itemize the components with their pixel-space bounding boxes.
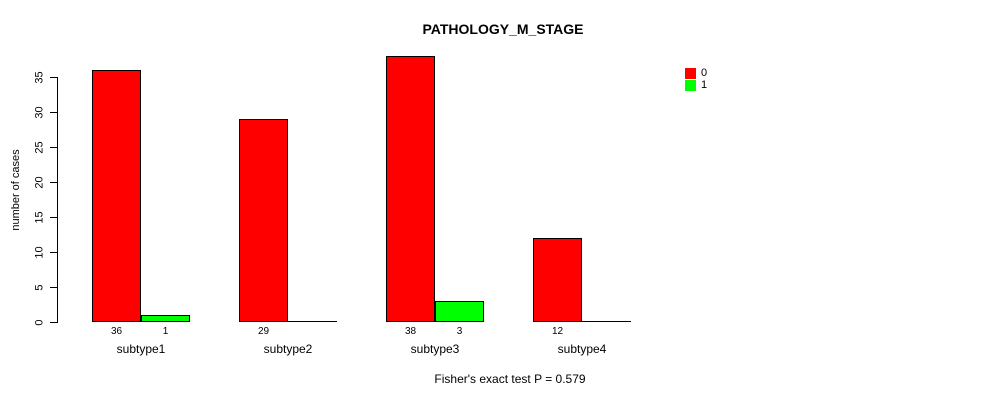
- y-tick-mark: [50, 252, 57, 253]
- x-category-label-subtype1: subtype1: [116, 342, 166, 356]
- y-tick-mark: [50, 147, 57, 148]
- chart-title: PATHOLOGY_M_STAGE: [422, 21, 584, 37]
- count-label-subtype4-0: 12: [551, 326, 564, 337]
- legend-swatch-1: [685, 79, 696, 91]
- count-label-subtype1-1: 1: [162, 326, 169, 337]
- y-axis-line: [57, 77, 58, 323]
- count-label-subtype3-0: 38: [404, 326, 417, 337]
- bar-subtype4-1-zero: [582, 321, 631, 322]
- count-label-subtype2-0: 29: [257, 326, 270, 337]
- y-tick-label: 5: [33, 284, 46, 291]
- x-category-label-subtype2: subtype2: [263, 342, 313, 356]
- bar-subtype3-1: [435, 301, 484, 322]
- y-tick-mark: [50, 217, 57, 218]
- y-tick-label: 10: [33, 246, 46, 259]
- count-label-subtype3-1: 3: [456, 326, 463, 337]
- legend-label-0: 0: [701, 66, 708, 79]
- legend-label-1: 1: [701, 78, 708, 91]
- bar-subtype4-0: [533, 238, 582, 322]
- y-tick-mark: [50, 322, 57, 323]
- y-tick-mark: [50, 287, 57, 288]
- y-tick-mark: [50, 112, 57, 113]
- y-tick-label: 0: [33, 319, 46, 326]
- bar-subtype3-0: [386, 56, 435, 322]
- bar-subtype1-0: [92, 70, 141, 322]
- stat-annotation: Fisher's exact test P = 0.579: [434, 372, 586, 386]
- x-category-label-subtype3: subtype3: [410, 342, 460, 356]
- bar-subtype2-1-zero: [288, 321, 337, 322]
- legend-swatch-0: [685, 67, 696, 79]
- y-tick-label: 30: [33, 106, 46, 119]
- y-tick-label: 15: [33, 211, 46, 224]
- y-tick-label: 35: [33, 71, 46, 84]
- y-tick-label: 20: [33, 176, 46, 189]
- x-category-label-subtype4: subtype4: [557, 342, 607, 356]
- y-tick-mark: [50, 182, 57, 183]
- bar-subtype1-1: [141, 315, 190, 322]
- bar-subtype2-0: [239, 119, 288, 322]
- y-axis-label: number of cases: [10, 149, 22, 231]
- legend-entry-0: 0: [685, 67, 707, 79]
- legend-entry-1: 1: [685, 79, 707, 91]
- y-tick-label: 25: [33, 141, 46, 154]
- count-label-subtype1-0: 36: [110, 326, 123, 337]
- y-tick-mark: [50, 77, 57, 78]
